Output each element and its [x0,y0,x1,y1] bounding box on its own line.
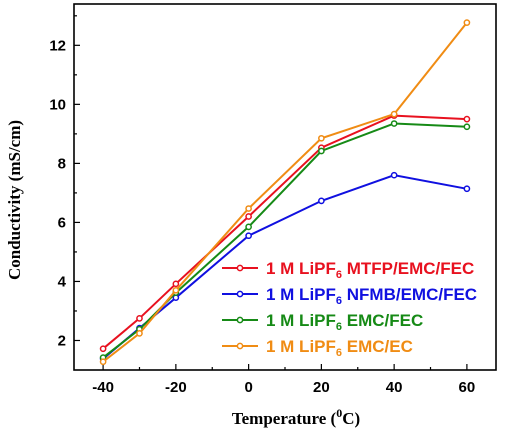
axes: -40 -20 0 20 40 60 2 4 6 8 10 12 [49,3,497,396]
x-tick-label: -40 [92,379,114,396]
x-axis-title: Temperature (0C) [232,406,360,428]
x-axis-title-text: Temperature ( [232,409,337,428]
x-tick-label: 40 [386,379,403,396]
y-tick-label: 12 [49,37,66,54]
data-point [318,197,325,205]
data-point [390,171,398,179]
data-point [318,134,325,142]
data-point [245,232,252,240]
legend-label-suffix: EMC/FEC [342,311,423,330]
data-point [136,314,143,322]
series-layer [99,19,471,366]
legend-label: 1 M LiPF6 NFMB/EMC/FEC [266,285,477,307]
legend-label-sub: 6 [336,295,342,307]
y-tick-label: 2 [58,332,66,349]
legend-label-prefix: 1 M LiPF [266,285,336,304]
x-tick-label: -20 [165,379,187,396]
x-tick-label: 20 [313,379,330,396]
legend-label-prefix: 1 M LiPF [266,311,336,330]
data-point [390,120,398,127]
data-point [99,358,107,366]
x-axis-title-sup: 0 [336,406,342,420]
legend-label-prefix: 1 M LiPF [266,259,336,278]
legend-item: 1 M LiPF6 NFMB/EMC/FEC [222,285,477,307]
legend-item: 1 M LiPF6 MTFP/EMC/FEC [222,259,474,281]
x-tick-label: 0 [244,379,252,396]
data-point [463,115,471,123]
data-point [136,330,143,337]
legend-label-sub: 6 [336,321,342,333]
data-point [463,19,471,26]
legend-marker [236,342,244,350]
data-point [463,123,471,131]
data-point [245,205,252,212]
y-axis-title: Conductivity (mS/cm) [5,120,24,280]
legend-item: 1 M LiPF6 EMC/EC [222,337,413,359]
data-point [172,286,180,294]
data-point [390,110,398,118]
series-4 [99,19,471,366]
data-point [99,345,107,353]
legend-label-suffix: MTFP/EMC/FEC [342,259,474,278]
y-tick-label: 8 [58,155,66,172]
legend-marker [236,264,244,272]
legend-label-sub: 6 [336,347,342,359]
x-axis-title-suffix: C) [342,409,360,428]
y-tick-label: 6 [58,214,66,231]
legend-marker [236,316,244,324]
data-point [172,280,180,288]
data-point [463,185,471,193]
legend-item: 1 M LiPF6 EMC/FEC [222,311,423,333]
legend-label-sub: 6 [336,269,342,281]
legend-label: 1 M LiPF6 EMC/FEC [266,311,423,333]
data-point [245,213,252,220]
y-tick-label: 4 [58,273,67,290]
data-point [318,147,325,155]
legend-label-prefix: 1 M LiPF [266,337,336,356]
legend-label: 1 M LiPF6 MTFP/EMC/FEC [266,259,474,281]
legend-label: 1 M LiPF6 EMC/EC [266,337,413,359]
data-point [245,223,252,231]
legend-label-suffix: EMC/EC [342,337,413,356]
y-tick-label: 10 [49,96,66,113]
legend-marker [236,290,244,298]
legend-label-suffix: NFMB/EMC/FEC [342,285,477,304]
x-tick-label: 60 [459,379,476,396]
